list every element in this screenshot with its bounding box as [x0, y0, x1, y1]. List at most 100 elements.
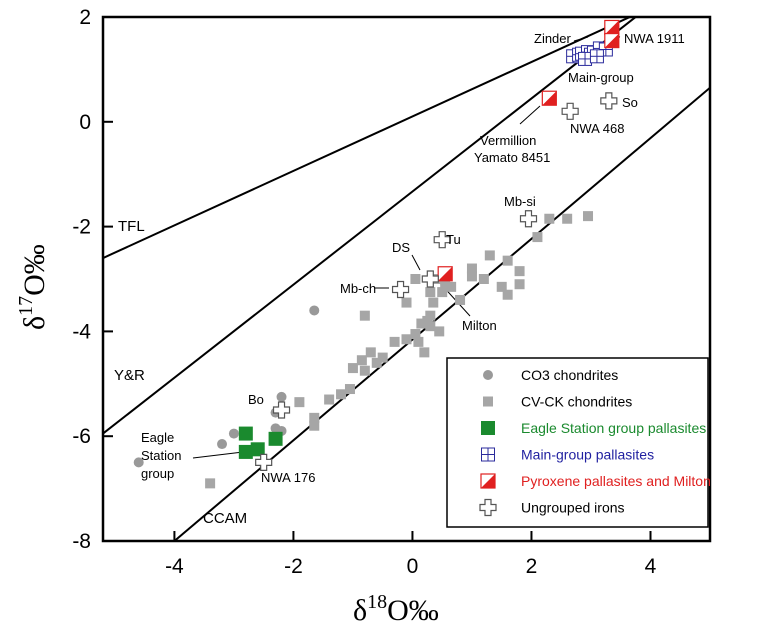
point-s1-35	[466, 271, 477, 282]
plot-frame	[101, 15, 712, 543]
y-tick-label-3: -2	[72, 216, 91, 239]
point-s1-9	[347, 363, 358, 374]
point-s1-24	[425, 287, 436, 298]
annotation-mb-si: Mb-si	[504, 194, 536, 209]
x-axis-title: δ18O‰	[353, 591, 439, 627]
annotation-vermillion: Vermillion	[480, 133, 536, 148]
point-s1-2	[309, 412, 320, 423]
y-tick-label-1: -6	[72, 425, 91, 448]
yr-label: Y&R	[114, 367, 145, 384]
annotation-main-group: Main-group	[568, 70, 634, 85]
annotation-ds: DS	[392, 240, 410, 255]
legend-marker-5	[479, 498, 497, 517]
annotation-nwa468: NWA 468	[570, 121, 624, 136]
point-s1-34	[502, 255, 513, 266]
point-s1-13	[389, 336, 400, 347]
annotation-bo: Bo	[248, 392, 264, 407]
legend: CO3 chondrites CV-CK chondrites Eagle Stat…	[446, 357, 711, 528]
point-s0-4	[276, 391, 287, 402]
point-s1-42	[562, 213, 573, 224]
annotation-nwa176: NWA 176	[261, 470, 315, 485]
point-s1-43	[583, 211, 594, 222]
point-s5-5	[391, 280, 410, 299]
point-s1-29	[446, 281, 457, 292]
point-s5-1	[561, 102, 579, 120]
point-s3-8	[578, 51, 593, 66]
point-s2-2	[250, 442, 265, 457]
point-s1-40	[532, 232, 543, 243]
point-s5-0	[600, 92, 618, 110]
point-s1-17	[419, 347, 430, 358]
annotation-zinder: Zinder	[534, 31, 572, 46]
legend-label-1: CV-CK chondrites	[521, 394, 632, 410]
y-tick-label-5: 2	[79, 6, 91, 29]
annotation-yamato: Yamato 8451	[474, 150, 550, 165]
legend-label-2: Eagle Station group pallasites	[521, 420, 706, 436]
x-tick-label-4: 4	[645, 555, 657, 578]
annotation-so: So	[622, 95, 638, 110]
y-tick-label-2: -4	[72, 320, 91, 343]
point-s2-1	[238, 444, 253, 459]
point-s1-7	[359, 365, 370, 376]
annotation-mb-ch: Mb-ch	[340, 281, 376, 296]
point-s4-1	[604, 19, 620, 36]
point-s5-6	[272, 401, 291, 419]
point-s4-0	[541, 90, 557, 106]
point-s1-6	[344, 384, 355, 395]
point-s1-1	[294, 397, 305, 408]
point-s1-27	[401, 297, 412, 308]
point-s1-26	[359, 310, 370, 321]
point-s1-11	[365, 347, 376, 358]
legend-marker-2	[481, 421, 495, 435]
legend-marker-4	[480, 473, 496, 489]
point-s5-4	[421, 270, 439, 288]
legend-box	[446, 357, 709, 528]
point-s3-9	[589, 49, 604, 64]
point-s1-12	[377, 352, 388, 363]
x-tick-label-1: -2	[284, 555, 303, 578]
point-s1-33	[484, 250, 495, 261]
point-s5-2	[519, 210, 538, 228]
legend-label-4: Pyroxene pallasites and Milton	[521, 473, 711, 489]
point-s2-0	[238, 426, 253, 441]
reference-line-labels: TFL Y&R CCAM	[114, 218, 247, 527]
point-s5-3	[433, 231, 451, 249]
x-tick-label-0: -4	[165, 555, 184, 578]
point-s1-30	[455, 294, 466, 305]
point-s1-22	[425, 310, 436, 321]
legend-label-0: CO3 chondrites	[521, 367, 618, 383]
point-s1-36	[496, 281, 507, 292]
point-s4-2	[604, 32, 620, 49]
point-s1-38	[514, 266, 525, 277]
point-s1-31	[466, 263, 477, 274]
point-s1-37	[502, 289, 513, 300]
ccam-label: CCAM	[203, 510, 247, 527]
annotation-tu: Tu	[446, 232, 461, 247]
annotation-group: group	[141, 466, 174, 481]
x-tick-label-3: 2	[526, 555, 538, 578]
point-s4-3	[437, 266, 453, 282]
point-s1-25	[440, 279, 451, 290]
point-s1-18	[425, 321, 436, 332]
point-s1-16	[413, 336, 424, 347]
point-s5-7	[255, 453, 273, 471]
legend-marker-1	[483, 396, 493, 407]
reference-line-1	[103, 17, 637, 435]
point-s1-20	[416, 318, 427, 329]
point-s1-15	[410, 329, 421, 340]
legend-marker-3	[481, 447, 495, 462]
point-s0-0	[133, 457, 144, 468]
point-s1-32	[478, 274, 489, 284]
legend-label-3: Main-group pallasites	[521, 447, 654, 463]
point-s1-39	[514, 279, 525, 290]
annotation-milton: Milton	[462, 318, 497, 333]
annotation-eagle: Eagle	[141, 430, 174, 445]
annotation-nwa1911: NWA 1911	[624, 31, 685, 46]
point-s1-23	[437, 287, 448, 298]
point-s1-28	[428, 297, 439, 308]
data-markers	[133, 19, 620, 489]
point-s1-10	[356, 355, 367, 366]
axes: -4 -2 0 2 4 -8 -6 -4 -2 0 2	[72, 6, 656, 578]
annotation-station: Station	[141, 448, 181, 463]
